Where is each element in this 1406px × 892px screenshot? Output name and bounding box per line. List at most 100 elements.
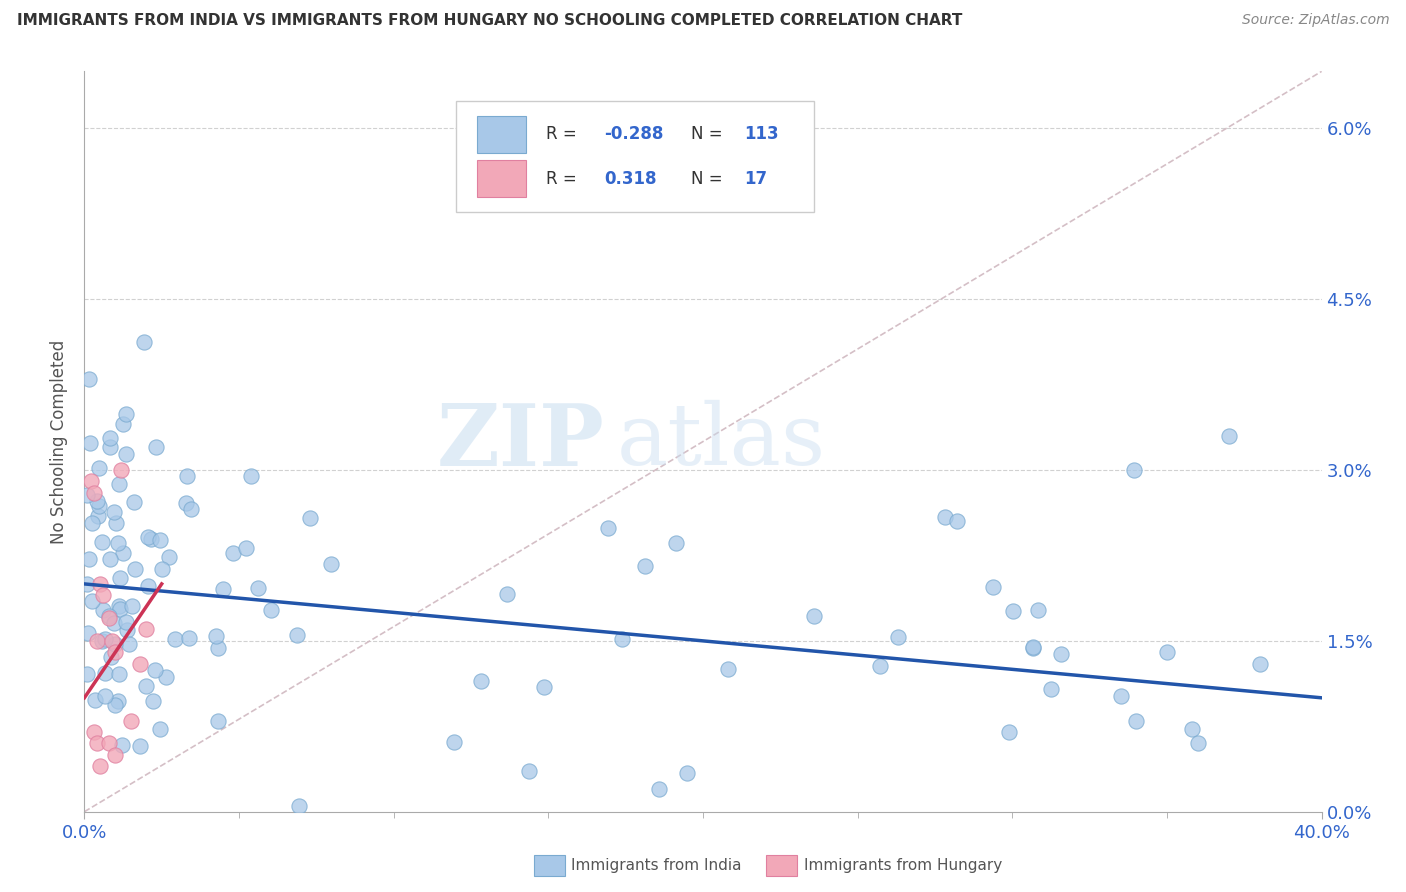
Point <box>1022 640 1045 655</box>
Point <box>98 552 121 566</box>
Point <box>1187 736 1209 750</box>
Point <box>180 502 202 516</box>
Point <box>235 541 257 555</box>
Point <box>869 659 891 673</box>
Point <box>496 587 519 601</box>
Point <box>76 666 98 681</box>
Bar <box>477 116 526 153</box>
Point <box>149 533 172 548</box>
Point <box>86 633 108 648</box>
Point <box>1125 714 1147 728</box>
Point <box>246 581 269 595</box>
Point <box>103 615 125 630</box>
Text: Source: ZipAtlas.com: Source: ZipAtlas.com <box>1241 13 1389 28</box>
Text: R =: R = <box>546 125 582 144</box>
Point <box>94 632 117 646</box>
Point <box>287 799 309 814</box>
Point <box>77 372 100 386</box>
Point <box>91 634 114 648</box>
Point <box>163 632 186 647</box>
Point <box>120 714 142 728</box>
Point <box>86 493 108 508</box>
Point <box>946 515 969 529</box>
Point <box>76 577 98 591</box>
Point <box>83 725 105 739</box>
Point <box>176 469 198 483</box>
Point <box>717 661 740 675</box>
Point <box>260 602 283 616</box>
FancyBboxPatch shape <box>456 101 814 212</box>
Point <box>91 588 114 602</box>
Point <box>676 765 699 780</box>
Text: -0.288: -0.288 <box>605 125 664 144</box>
Point <box>121 599 143 614</box>
Point <box>86 736 108 750</box>
Point <box>665 536 688 550</box>
Point <box>108 571 131 585</box>
Point <box>145 440 167 454</box>
Point <box>100 650 122 665</box>
Point <box>1026 603 1049 617</box>
Point <box>135 623 157 637</box>
Point <box>114 447 136 461</box>
Text: ZIP: ZIP <box>436 400 605 483</box>
Point <box>87 500 110 514</box>
Point <box>101 633 124 648</box>
Point <box>207 640 229 655</box>
Point <box>1022 640 1045 654</box>
Point <box>598 521 620 535</box>
Point <box>1218 429 1240 443</box>
Point <box>82 594 104 608</box>
Point <box>139 532 162 546</box>
Point <box>1001 604 1024 618</box>
Point <box>117 637 139 651</box>
Point <box>98 611 121 625</box>
Text: N =: N = <box>690 169 727 187</box>
Point <box>105 516 128 531</box>
Point <box>110 601 132 615</box>
Text: 0.318: 0.318 <box>605 169 657 187</box>
Point <box>114 407 136 421</box>
Point <box>1156 645 1178 659</box>
Point <box>222 546 245 560</box>
Point <box>136 579 159 593</box>
Point <box>108 666 131 681</box>
Point <box>87 509 110 524</box>
Point <box>104 645 127 659</box>
Point <box>77 552 100 566</box>
Point <box>89 759 111 773</box>
Point <box>98 440 121 454</box>
Point <box>533 680 555 694</box>
Point <box>157 550 180 565</box>
Point <box>150 562 173 576</box>
Point <box>94 689 117 703</box>
Point <box>612 632 634 647</box>
Point <box>887 630 910 644</box>
Text: atlas: atlas <box>616 400 825 483</box>
Point <box>149 722 172 736</box>
Point <box>207 714 229 728</box>
Point <box>91 603 114 617</box>
Text: R =: R = <box>546 169 582 187</box>
Point <box>136 530 159 544</box>
Point <box>129 657 152 671</box>
Point <box>129 739 152 754</box>
Text: Immigrants from Hungary: Immigrants from Hungary <box>804 858 1002 872</box>
Point <box>104 747 127 762</box>
Point <box>179 631 201 645</box>
Point <box>124 495 146 509</box>
Point <box>319 557 342 571</box>
Point <box>1049 647 1071 661</box>
Point <box>79 475 101 489</box>
Point <box>143 663 166 677</box>
Point <box>934 509 956 524</box>
Text: 17: 17 <box>744 169 766 187</box>
Point <box>1249 657 1271 671</box>
Point <box>1123 463 1146 477</box>
Point <box>79 436 101 450</box>
Point <box>82 516 104 531</box>
Point <box>142 693 165 707</box>
Point <box>132 335 155 350</box>
Point <box>97 608 120 623</box>
Point <box>174 496 197 510</box>
